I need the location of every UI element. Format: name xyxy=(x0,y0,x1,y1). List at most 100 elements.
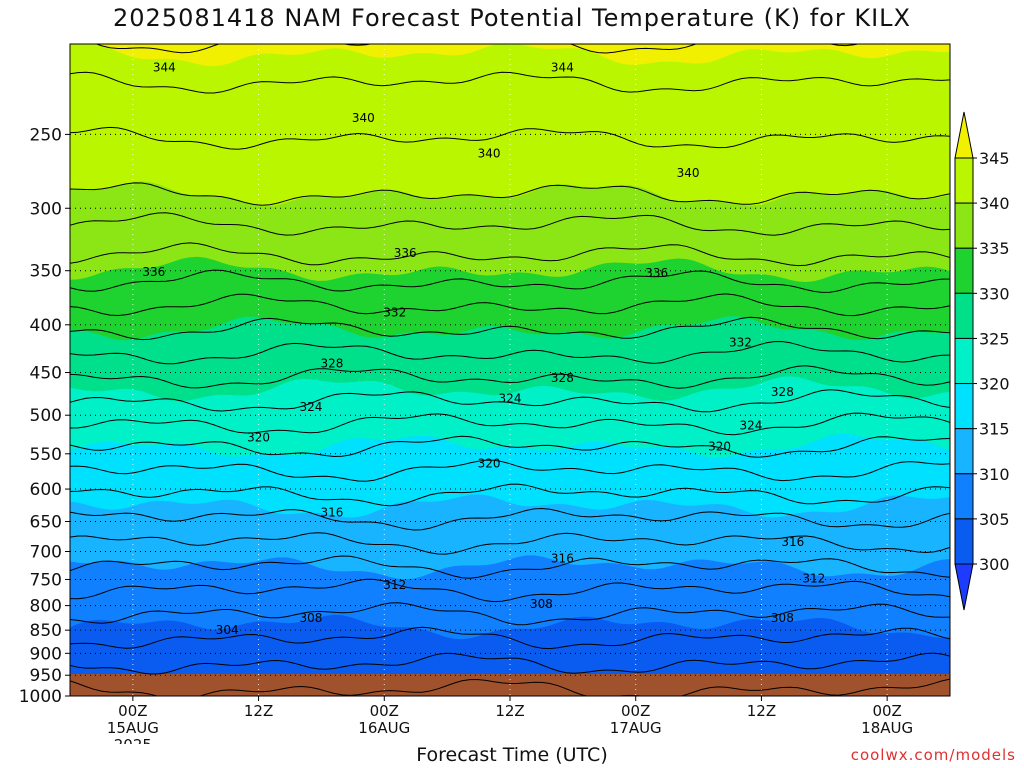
contour-label: 308 xyxy=(771,611,794,625)
contour-label: 332 xyxy=(729,336,752,350)
colorbar-label: 300 xyxy=(979,555,1010,574)
contour-label: 328 xyxy=(320,356,343,370)
contour-label: 336 xyxy=(645,266,668,280)
colorbar-label: 345 xyxy=(979,149,1010,168)
colorbar-label: 305 xyxy=(979,510,1010,529)
y-tick-label: 750 xyxy=(30,570,62,590)
contour-300 xyxy=(70,678,950,696)
colorbar-bottom-arrow xyxy=(954,563,974,611)
contour-318 xyxy=(70,459,950,482)
contour-label: 340 xyxy=(677,166,700,180)
y-tick-label: 900 xyxy=(30,644,62,664)
contour-label: 332 xyxy=(383,305,406,319)
contour-330 xyxy=(70,316,950,341)
y-tick-label: 400 xyxy=(30,316,62,336)
contour-labels: 344 344 340 340 340 336 336 336 332 332 328 328 328 3… xyxy=(142,61,825,638)
y-tick-label: 950 xyxy=(30,666,62,686)
contour-304 xyxy=(70,626,950,650)
colorbar-box xyxy=(954,247,974,294)
contour-328 xyxy=(70,340,950,365)
colorbar-top-arrow xyxy=(954,111,974,159)
chart-svg: 344 344 340 340 340 336 336 336 332 332 328 328 328 3… xyxy=(19,43,1010,744)
y-tick-label: 600 xyxy=(30,480,62,500)
contour-320 xyxy=(70,435,950,458)
x-tick-label: 15AUG xyxy=(107,719,159,737)
contour-344 xyxy=(70,71,950,94)
colorbar-box xyxy=(954,157,974,204)
contour-label: 324 xyxy=(739,419,762,433)
colorbar-label: 335 xyxy=(979,239,1010,258)
contour-label: 312 xyxy=(802,571,825,585)
colorbar-label: 315 xyxy=(979,420,1010,439)
contour-label: 308 xyxy=(299,611,322,625)
contour-314 xyxy=(70,507,950,531)
colorbar-label: 320 xyxy=(979,375,1010,394)
colorbar: 345 340 335 330 325 320 315 310 305 300 xyxy=(954,111,1010,611)
contour-346 xyxy=(95,44,861,54)
colorbar-label: 325 xyxy=(979,329,1010,348)
contour-336 xyxy=(70,242,950,267)
contour-label: 344 xyxy=(153,61,176,75)
colorbar-box xyxy=(954,428,974,475)
x-tick-label: 2025 xyxy=(114,736,152,744)
colorbar-box xyxy=(954,473,974,520)
colorbar-label: 340 xyxy=(979,194,1010,213)
contour-lines xyxy=(70,44,950,696)
x-tick-label: 00Z xyxy=(118,702,147,720)
contour-342 xyxy=(70,126,950,150)
x-tick-label: 16AUG xyxy=(358,719,410,737)
contour-label: 340 xyxy=(352,111,375,125)
contour-label: 320 xyxy=(478,456,501,470)
contour-label: 328 xyxy=(551,371,574,385)
contour-338 xyxy=(70,212,950,236)
contour-322 xyxy=(70,412,950,436)
y-tick-label: 250 xyxy=(30,125,62,145)
colorbar-box xyxy=(954,292,974,339)
y-tick-label: 550 xyxy=(30,445,62,465)
y-tick-label: 700 xyxy=(30,543,62,563)
contour-332 xyxy=(70,293,950,317)
contour-312 xyxy=(70,532,950,555)
x-tick-label: 12Z xyxy=(747,702,776,720)
x-tick-label: 12Z xyxy=(244,702,273,720)
colorbar-box xyxy=(954,383,974,430)
colorbar-label: 330 xyxy=(979,284,1010,303)
contour-308 xyxy=(70,578,950,603)
contour-label: 336 xyxy=(394,246,417,260)
x-tick-label: 12Z xyxy=(495,702,524,720)
contour-310 xyxy=(70,555,950,579)
contour-340 xyxy=(70,182,950,206)
colorbar-box xyxy=(954,337,974,385)
contour-label: 312 xyxy=(383,578,406,592)
contour-label: 344 xyxy=(551,61,574,75)
plot-area: 344 344 340 340 340 336 336 336 332 332 328 328 328 3… xyxy=(70,44,950,696)
contour-label: 304 xyxy=(216,623,239,637)
contour-label: 324 xyxy=(499,392,522,406)
contour-302 xyxy=(70,652,950,675)
y-tick-label: 650 xyxy=(30,512,62,532)
contour-label: 328 xyxy=(771,385,794,399)
y-tick-label: 450 xyxy=(30,364,62,384)
contour-label: 320 xyxy=(708,439,731,453)
contour-label: 340 xyxy=(478,146,501,160)
y-tick-label: 300 xyxy=(30,199,62,219)
colorbar-label: 310 xyxy=(979,465,1010,484)
x-tick-label: 00Z xyxy=(621,702,650,720)
y-tick-label: 800 xyxy=(30,597,62,617)
contour-324 xyxy=(70,389,950,413)
y-axis: 250 300 350 400 450 500 550 600 650 700 750 800 850 9… xyxy=(19,125,70,707)
contour-label: 308 xyxy=(530,597,553,611)
x-tick-label: 00Z xyxy=(370,702,399,720)
colorbar-box xyxy=(954,202,974,249)
contour-316 xyxy=(70,483,950,507)
contour-label: 336 xyxy=(142,265,165,279)
credit-text: coolwx.com/models xyxy=(850,746,1016,764)
contour-label: 320 xyxy=(247,430,270,444)
x-tick-label: 18AUG xyxy=(861,719,913,737)
y-tick-label: 1000 xyxy=(19,687,62,707)
contour-326 xyxy=(70,365,950,389)
contour-label: 316 xyxy=(551,551,574,565)
y-tick-label: 500 xyxy=(30,406,62,426)
chart-title: 2025081418 NAM Forecast Potential Temper… xyxy=(113,4,911,32)
y-tick-label: 350 xyxy=(30,262,62,282)
